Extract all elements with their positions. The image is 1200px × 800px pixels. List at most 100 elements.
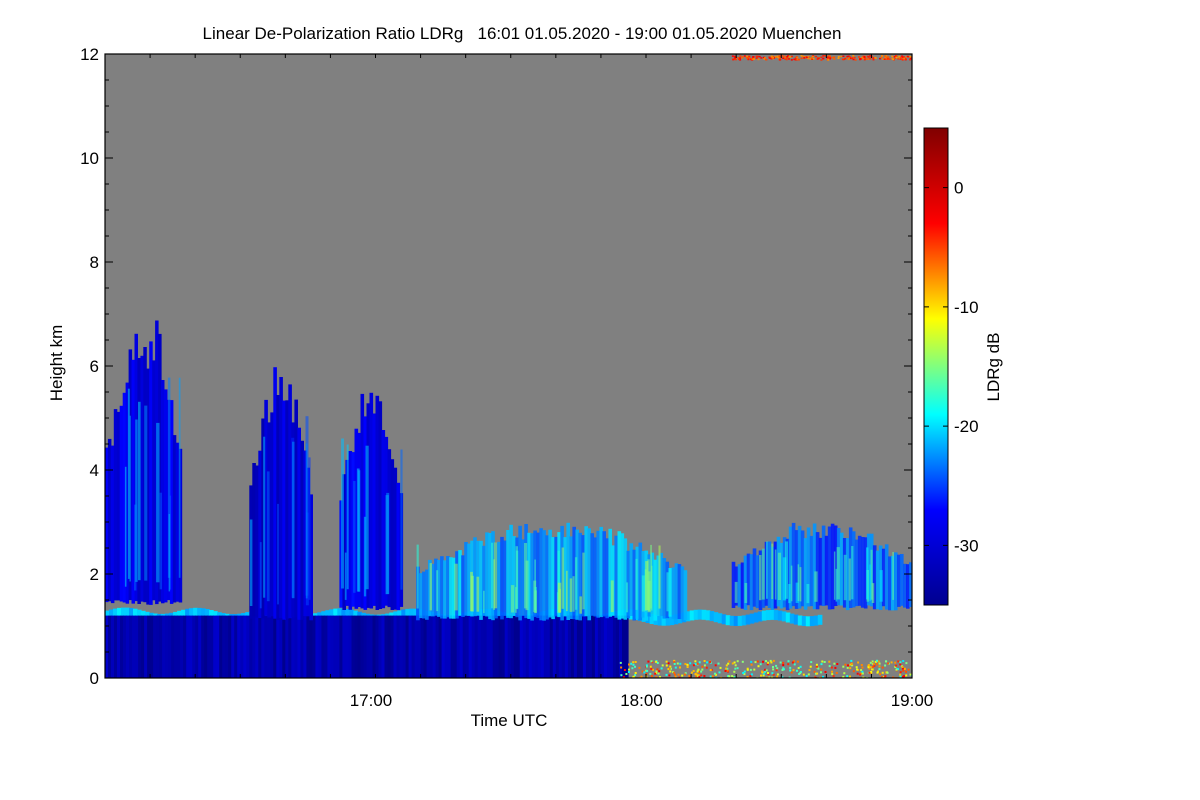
heat-cell	[851, 546, 854, 600]
heat-cell	[315, 615, 319, 678]
heat-cell	[626, 550, 631, 619]
heat-cell	[744, 583, 748, 603]
heat-cell	[156, 615, 160, 678]
heat-cell	[312, 615, 316, 678]
heat-cell	[681, 674, 684, 677]
heat-cell	[769, 609, 775, 620]
heat-cell	[789, 56, 792, 58]
heat-cell	[705, 666, 708, 669]
heat-cell	[169, 400, 174, 604]
heat-cell	[573, 615, 578, 678]
heat-cell	[815, 665, 818, 668]
heat-cell	[899, 661, 902, 664]
heat-cell	[458, 550, 462, 616]
heat-cell	[837, 55, 840, 58]
heat-cell	[846, 55, 849, 58]
heat-cell	[264, 399, 268, 616]
heat-cell	[717, 662, 720, 665]
heat-cell	[820, 663, 823, 666]
heat-cell	[899, 57, 902, 59]
heat-cell	[789, 666, 792, 669]
heat-cell	[733, 616, 739, 626]
heat-cell	[849, 675, 851, 678]
heat-cell	[802, 55, 805, 58]
heat-cell	[729, 615, 735, 626]
heat-cell	[668, 667, 671, 670]
heat-cell	[734, 58, 737, 61]
heat-cell	[447, 615, 452, 678]
heat-cell	[689, 610, 695, 621]
heat-cell	[162, 615, 166, 678]
heat-cell	[868, 671, 871, 674]
heat-cell	[875, 550, 880, 610]
heat-cell	[363, 416, 368, 610]
heat-cell	[787, 660, 790, 663]
heat-cell	[346, 444, 349, 590]
heat-cell	[701, 668, 704, 671]
y-tick-label: 2	[90, 565, 99, 584]
heat-cell	[692, 664, 695, 667]
heat-cell	[788, 526, 793, 609]
heat-cell	[180, 615, 184, 678]
heat-cell	[665, 673, 668, 676]
colorbar-ticks: 0 -10 -20 -30	[924, 179, 979, 555]
heat-cell	[813, 670, 816, 673]
heat-cell	[821, 525, 826, 606]
heat-cell	[705, 610, 711, 621]
heat-cell	[363, 516, 367, 597]
heat-cell	[870, 549, 873, 600]
heat-cell	[381, 615, 386, 678]
heat-cell	[749, 675, 752, 677]
heat-cell	[860, 537, 865, 608]
heat-cell	[811, 58, 814, 60]
heat-cell	[750, 673, 753, 676]
heat-cell	[279, 615, 283, 678]
heat-cell	[440, 556, 444, 619]
heat-cell	[733, 676, 736, 678]
heat-cell	[741, 57, 744, 59]
heat-cell	[462, 615, 467, 678]
heat-cell	[792, 669, 795, 672]
heat-cell	[794, 59, 797, 61]
heat-cell	[782, 661, 785, 664]
heat-cell	[634, 665, 636, 668]
heat-cell	[781, 676, 784, 678]
heat-cell	[903, 57, 906, 60]
heat-cell	[734, 664, 737, 667]
heat-cell	[871, 583, 875, 603]
heat-cell	[561, 547, 565, 609]
heat-cell	[728, 660, 731, 663]
heat-cell	[423, 615, 428, 678]
heat-cell	[348, 615, 353, 678]
heat-cell	[605, 538, 609, 619]
heat-cell	[685, 611, 691, 622]
heat-cell	[259, 542, 262, 609]
heat-cell	[696, 662, 699, 665]
heat-cell	[881, 676, 884, 678]
heat-cell	[805, 674, 808, 677]
heat-cell	[582, 552, 585, 610]
heat-cell	[501, 615, 506, 678]
heat-cell	[673, 614, 679, 625]
heat-cell	[657, 615, 663, 626]
heat-cell	[390, 615, 395, 678]
heat-cell	[482, 545, 486, 616]
heat-cell	[129, 615, 133, 678]
heat-cell	[569, 578, 573, 612]
heat-cell	[845, 538, 850, 611]
heat-cell	[747, 58, 750, 61]
heat-cell	[330, 615, 334, 678]
heat-cell	[815, 55, 818, 58]
heat-cell	[336, 615, 340, 678]
heat-cell	[860, 664, 863, 666]
heat-cell	[851, 57, 853, 59]
x-axis: 17:00 18:00 19:00	[104, 54, 933, 710]
heat-cell	[840, 55, 843, 58]
heat-cell	[673, 663, 676, 665]
heat-cell	[495, 615, 500, 678]
y-axis: 0 2 4 6 8 10 12	[80, 45, 912, 688]
heat-cell	[485, 532, 489, 617]
heat-cell	[425, 569, 429, 620]
heat-cell	[645, 664, 648, 667]
heat-cell	[609, 615, 614, 678]
